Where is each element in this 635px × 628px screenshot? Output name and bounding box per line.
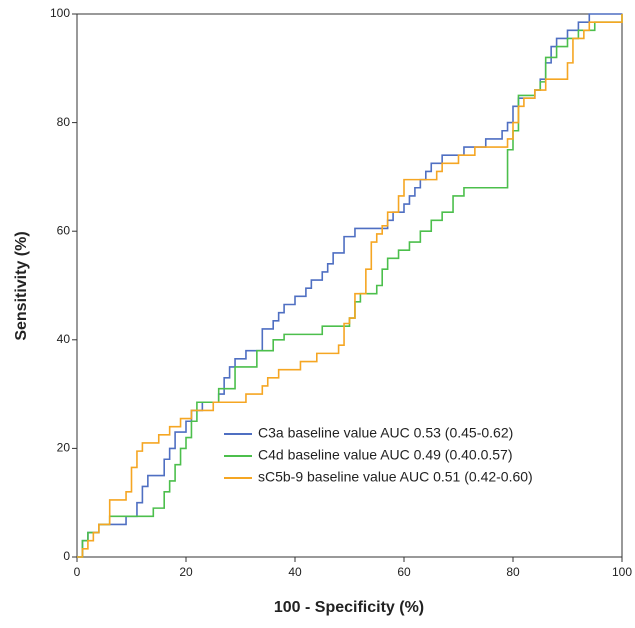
y-tick-label: 40 xyxy=(57,332,71,346)
legend-label: sC5b-9 baseline value AUC 0.51 (0.42-0.6… xyxy=(258,469,533,485)
x-tick-label: 40 xyxy=(288,565,302,579)
y-tick-label: 100 xyxy=(50,6,70,20)
roc-line xyxy=(77,14,623,558)
y-axis-title: Sensitivity (%) xyxy=(13,231,30,340)
legend xyxy=(222,422,614,494)
x-tick-label: 80 xyxy=(506,565,520,579)
legend-label: C4d baseline value AUC 0.49 (0.40.0.57) xyxy=(258,447,513,463)
x-axis-title: 100 - Specificity (%) xyxy=(274,599,424,616)
y-tick-label: 20 xyxy=(57,441,71,455)
x-tick-label: 20 xyxy=(179,565,193,579)
x-tick-label: 60 xyxy=(397,565,411,579)
legend-label: C3a baseline value AUC 0.53 (0.45-0.62) xyxy=(258,425,513,441)
y-tick-label: 80 xyxy=(57,115,71,129)
x-tick-label: 0 xyxy=(74,565,81,579)
y-tick-label: 0 xyxy=(63,549,70,563)
x-tick-label: 100 xyxy=(612,565,632,579)
plot-frame xyxy=(76,13,623,558)
y-tick-label: 60 xyxy=(57,223,71,237)
